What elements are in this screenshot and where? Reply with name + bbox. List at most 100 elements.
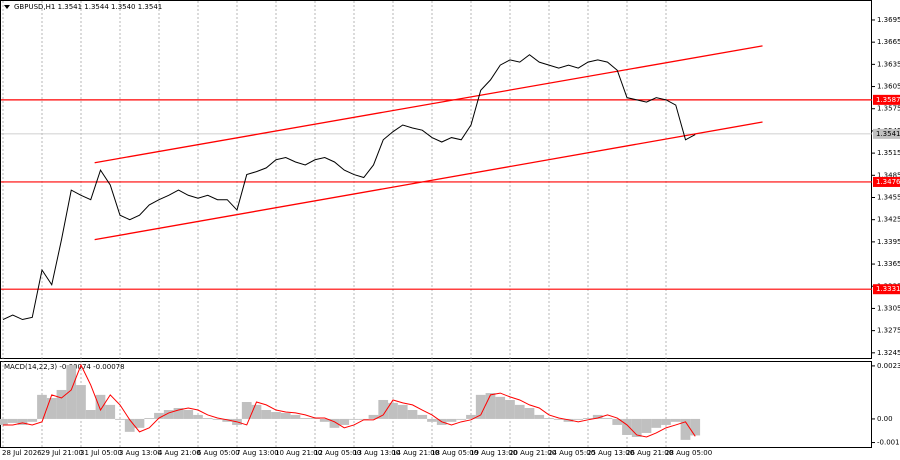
x-tick-label: 7 Aug 13:00 — [236, 449, 279, 457]
histogram-bar — [222, 418, 233, 422]
x-tick-label: 18 Aug 05:00 — [431, 449, 478, 457]
signal-line — [3, 363, 696, 438]
histogram-bar — [641, 418, 652, 433]
y-tick-label: 1.3305 — [877, 304, 900, 312]
histogram-bar — [612, 418, 623, 425]
histogram-bar — [154, 412, 164, 419]
histogram-bar — [85, 410, 96, 419]
histogram-bar — [105, 404, 116, 419]
y-tick-label: 1.3455 — [877, 193, 900, 201]
histogram-bar — [212, 418, 223, 420]
histogram-bar — [241, 401, 252, 419]
histogram-bar — [134, 418, 145, 428]
x-tick-label: 4 Aug 21:00 — [158, 449, 201, 457]
histogram-bar — [544, 418, 554, 419]
histogram-bar — [417, 414, 428, 419]
x-tick-label: 26 Aug 21:00 — [626, 449, 673, 457]
level-label: 1.3331 — [876, 285, 900, 293]
x-tick-label: 28 Jul 2026 — [2, 449, 42, 457]
histogram-bar — [583, 418, 593, 419]
histogram-bar — [553, 418, 564, 420]
histogram-bar — [388, 402, 398, 419]
histogram-bar — [202, 418, 213, 419]
histogram-bar — [261, 410, 272, 419]
histogram-bar — [592, 414, 603, 419]
level-label-box — [873, 284, 900, 295]
histogram-bar — [271, 412, 281, 419]
x-tick-label: 10 Aug 21:00 — [275, 449, 322, 457]
histogram-bar — [37, 394, 47, 419]
histogram-bar — [466, 414, 476, 419]
histogram-bar — [290, 414, 301, 419]
y-tick-label: -0.00106 — [877, 439, 900, 447]
histogram-bar — [602, 418, 613, 419]
histogram-bar — [505, 399, 515, 419]
y-tick-label: 1.3605 — [877, 83, 900, 91]
histogram-bar — [680, 418, 691, 440]
trend-line — [94, 121, 763, 241]
histogram-bar — [368, 414, 379, 419]
histogram-bar — [378, 399, 389, 419]
histogram-bar — [56, 389, 67, 419]
histogram-bar — [534, 414, 545, 419]
histogram-bar — [573, 418, 584, 420]
title-icon — [4, 5, 10, 9]
x-tick-label: 12 Aug 05:00 — [314, 449, 361, 457]
y-tick-label: 1.3515 — [877, 149, 900, 157]
histogram-bar — [46, 397, 57, 419]
histogram-bar — [95, 394, 106, 419]
level-label-box — [873, 94, 900, 105]
histogram-bar — [349, 418, 359, 420]
x-tick-label: 25 Aug 13:00 — [587, 449, 634, 457]
histogram-bar — [631, 418, 642, 437]
x-tick-label: 28 Aug 05:00 — [665, 449, 712, 457]
last-price-box — [873, 128, 900, 139]
level-label: 1.3587 — [876, 96, 900, 104]
y-tick-label: 1.3245 — [877, 349, 900, 357]
histogram-bar — [670, 418, 681, 422]
y-tick-label: 0.00 — [877, 415, 893, 423]
histogram-bar — [524, 408, 535, 419]
level-label: 1.3476 — [876, 178, 900, 186]
histogram-bar — [339, 418, 350, 425]
histogram-bar — [66, 365, 77, 419]
y-tick-label: 1.3485 — [877, 171, 900, 179]
y-tick-label: 1.3695 — [877, 16, 900, 24]
histogram-bar — [7, 418, 18, 423]
x-tick-label: 24 Aug 05:00 — [548, 449, 595, 457]
histogram-bar — [144, 418, 155, 419]
y-tick-label: 1.3665 — [877, 38, 900, 46]
histogram-bar — [124, 418, 135, 432]
histogram-bar — [622, 418, 632, 435]
histogram-bar — [319, 418, 330, 422]
histogram-bar — [0, 418, 8, 425]
histogram-bar — [651, 418, 662, 428]
histogram-bar — [563, 418, 574, 422]
macd-title: MACD(14,22,3) -0.00074 -0.00078 — [4, 363, 125, 371]
histogram-bar — [427, 418, 437, 422]
histogram-bar — [514, 404, 525, 419]
price-line — [2, 54, 696, 321]
y-tick-label: 1.3635 — [877, 60, 900, 68]
histogram-bar — [173, 408, 184, 419]
histogram-bar — [115, 418, 125, 420]
y-tick-label: 1.3425 — [877, 216, 900, 224]
histogram-bar — [485, 393, 496, 419]
y-tick-label: 1.3275 — [877, 327, 900, 335]
y-tick-label: 1.3575 — [877, 105, 900, 113]
x-tick-label: 20 Aug 21:00 — [509, 449, 556, 457]
histogram-bar — [280, 412, 291, 419]
histogram-bar — [446, 418, 457, 422]
chart-title: GBPUSD,H1 1.3541 1.3544 1.3540 1.3541 — [14, 3, 162, 11]
histogram-bar — [475, 394, 486, 419]
histogram-bar — [193, 414, 203, 419]
histogram-bar — [300, 418, 311, 419]
x-tick-label: 3 Aug 13:00 — [119, 449, 162, 457]
y-tick-label: 0.00238 — [877, 362, 900, 370]
histogram-bar — [76, 385, 86, 419]
histogram-bar — [407, 410, 418, 419]
histogram-bar — [17, 418, 28, 425]
histogram-bar — [397, 404, 408, 419]
x-tick-label: 19 Aug 13:00 — [470, 449, 517, 457]
